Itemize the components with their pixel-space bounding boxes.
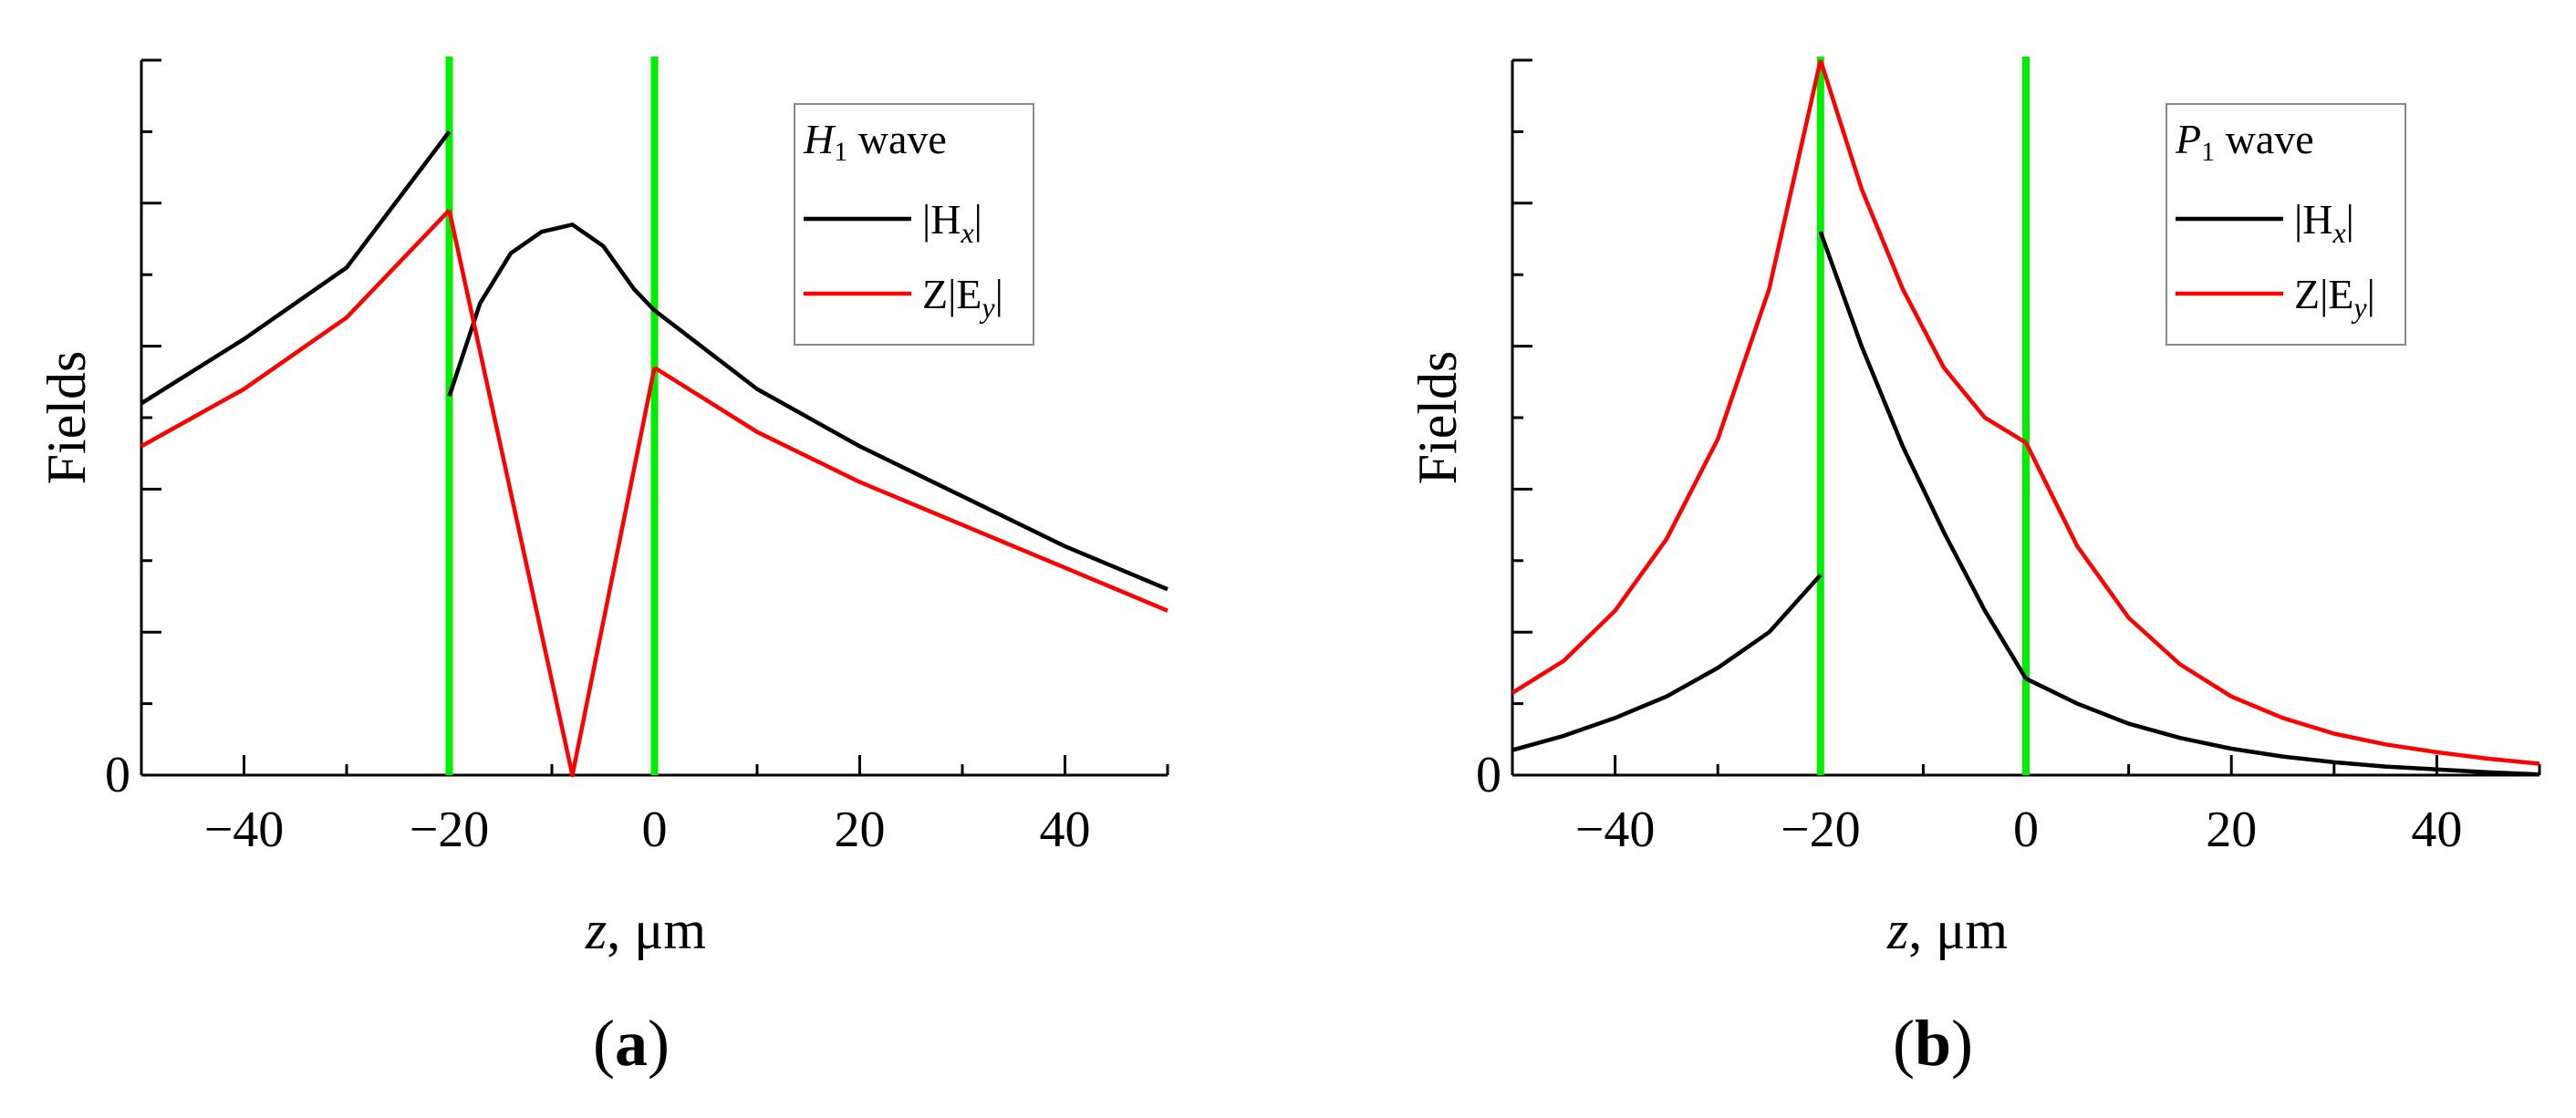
series-line [447, 223, 657, 398]
legend-box [794, 103, 1034, 346]
series-line [1818, 59, 2028, 445]
x-tick-label: −40 [204, 802, 285, 858]
x-tick-label: 20 [2206, 802, 2257, 858]
series-line [140, 209, 452, 449]
panel-b: −40 −20 0 20 40 0 Fields z, μm (b) P1 wave |Hx| Z|E… [1407, 57, 2541, 1080]
x-tick-label: −20 [410, 802, 490, 858]
x-tick-label: −40 [1575, 802, 1656, 858]
x-tick-label: 0 [642, 802, 668, 858]
panel-a: −40 −20 0 20 40 0 Fields z, μm (a) H1 wave |Hx| Z|E… [36, 57, 1169, 1080]
legend-label: Z|Ey| [922, 271, 1003, 324]
legend-label: Z|Ey| [2294, 271, 2375, 324]
x-axis-title: z, μm [585, 900, 706, 960]
legend-title: P1 wave [2175, 116, 2314, 167]
y-axis-title: Fields [36, 351, 97, 485]
series-line [653, 366, 1169, 613]
panel-label: (a) [593, 1007, 670, 1080]
panel-label: (b) [1893, 1007, 1973, 1080]
x-axis-title: z, μm [1886, 900, 2008, 960]
series-line [1511, 573, 1823, 752]
series-line [140, 130, 452, 406]
y-axis-title: Fields [1407, 351, 1468, 485]
legend-title: H1 wave [803, 116, 947, 167]
legend-box [2166, 103, 2406, 346]
x-tick-label: 40 [1040, 802, 1091, 858]
x-tick-label: 40 [2411, 802, 2462, 858]
series-line [1818, 231, 2028, 680]
legend-label: |Hx| [2294, 196, 2354, 249]
y-tick-label: 0 [105, 747, 130, 803]
series-line [1511, 59, 1823, 695]
x-tick-label: 0 [2013, 802, 2039, 858]
legend-label: |Hx| [922, 196, 982, 249]
series-line [447, 210, 657, 778]
y-tick-label: 0 [1476, 747, 1501, 803]
series-line [2023, 441, 2540, 766]
x-tick-label: −20 [1781, 802, 1861, 858]
x-tick-label: 20 [835, 802, 886, 858]
series-line [2025, 677, 2540, 777]
series-line [653, 308, 1169, 592]
